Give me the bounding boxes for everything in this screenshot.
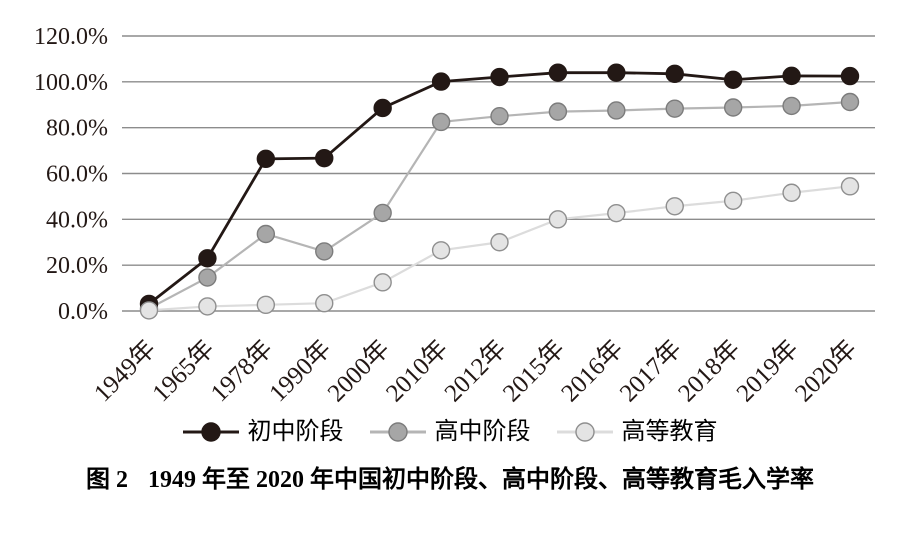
- svg-text:20.0%: 20.0%: [46, 253, 108, 279]
- svg-text:2000年: 2000年: [322, 334, 395, 407]
- svg-text:2015年: 2015年: [497, 334, 570, 407]
- svg-text:2016年: 2016年: [556, 334, 629, 407]
- svg-text:80.0%: 80.0%: [46, 116, 108, 142]
- chart-legend: 初中阶段 高中阶段 高等教育: [0, 420, 900, 444]
- line-chart-svg: 0.0% 20.0% 40.0% 60.0% 80.0% 100.0% 120.0% 1949…: [34, 24, 875, 407]
- legend-label-junior-secondary: 初中阶段: [247, 419, 344, 445]
- legend-marker-senior-secondary-icon: [369, 422, 426, 442]
- svg-text:2020年: 2020年: [789, 334, 862, 407]
- svg-text:1949年: 1949年: [88, 334, 161, 407]
- svg-text:100.0%: 100.0%: [34, 70, 108, 96]
- svg-text:2018年: 2018年: [673, 334, 746, 407]
- svg-text:120.0%: 120.0%: [34, 24, 108, 50]
- legend-item-higher-education: 高等教育: [556, 419, 718, 445]
- legend-item-junior-secondary: 初中阶段: [182, 419, 344, 445]
- svg-text:2012年: 2012年: [439, 334, 512, 407]
- svg-text:1978年: 1978年: [205, 334, 278, 407]
- legend-marker-junior-secondary-icon: [182, 422, 239, 442]
- figure-caption-text: 1949 年至 2020 年中国初中阶段、高中阶段、高等教育毛入学率: [148, 467, 814, 493]
- svg-text:40.0%: 40.0%: [46, 207, 108, 233]
- svg-text:2010年: 2010年: [380, 334, 453, 407]
- svg-text:2019年: 2019年: [731, 334, 804, 407]
- svg-text:1965年: 1965年: [147, 334, 220, 407]
- figure-caption: 图 2 1949 年至 2020 年中国初中阶段、高中阶段、高等教育毛入学率: [0, 466, 900, 495]
- svg-text:0.0%: 0.0%: [58, 299, 108, 325]
- legend-label-higher-education: 高等教育: [621, 419, 718, 445]
- svg-text:2017年: 2017年: [614, 334, 687, 407]
- legend-label-senior-secondary: 高中阶段: [434, 419, 531, 445]
- svg-text:1990年: 1990年: [264, 334, 337, 407]
- figure-number-label: 图 2: [86, 467, 128, 493]
- svg-text:60.0%: 60.0%: [46, 162, 108, 188]
- legend-marker-higher-education-icon: [556, 422, 613, 442]
- legend-item-senior-secondary: 高中阶段: [369, 419, 531, 445]
